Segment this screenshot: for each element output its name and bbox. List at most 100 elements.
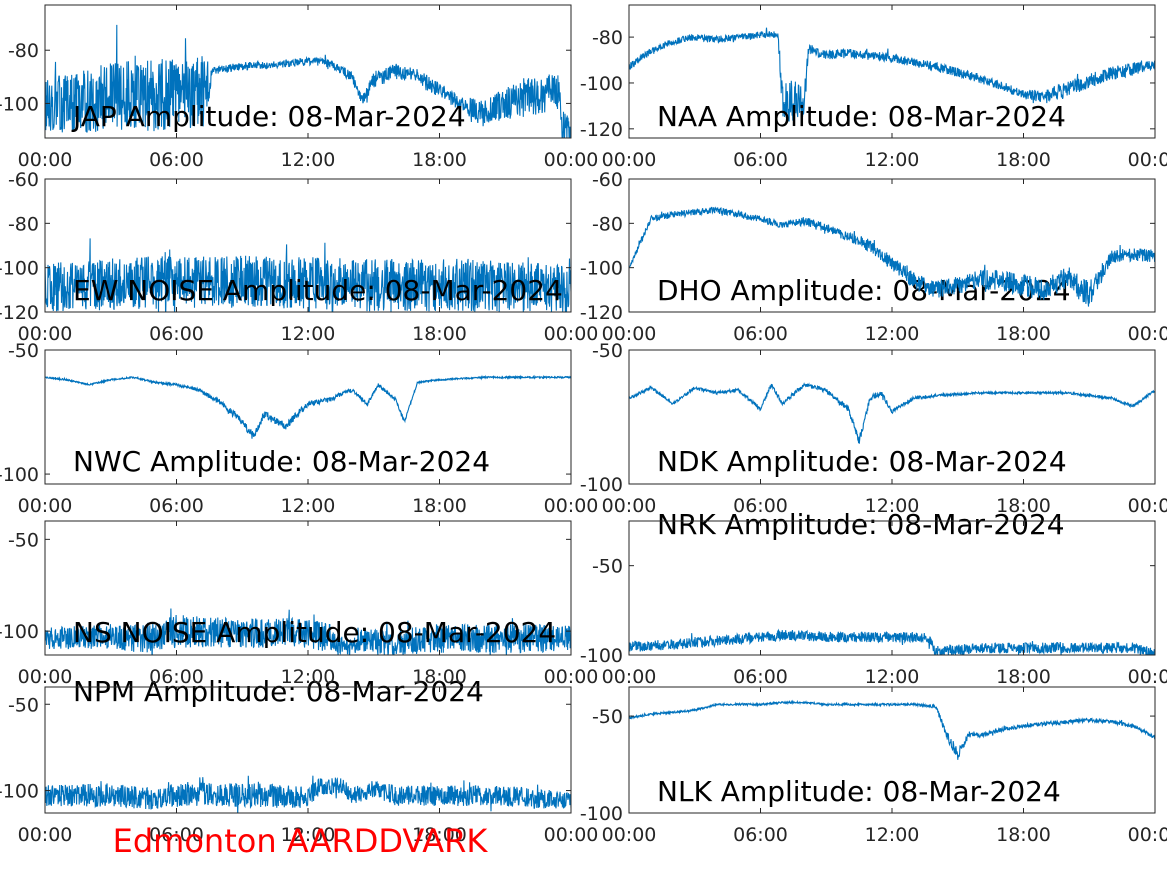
x-tick-label: 12:00: [865, 149, 920, 171]
x-tick-label: 12:00: [281, 495, 336, 517]
x-tick-label: 18:00: [996, 323, 1051, 345]
y-tick-label: -50: [8, 694, 39, 716]
y-tick-label: -120: [0, 302, 39, 324]
x-tick-label: 00:00: [602, 666, 657, 688]
x-tick-label: 00:00: [602, 495, 657, 517]
x-tick-label: 18:00: [412, 666, 467, 688]
series-line-nrk: [629, 206, 1155, 307]
y-tick-label: -100: [0, 93, 39, 115]
panel-nrk: -60-80-100-12000:0006:0012:0018:0000:00N…: [580, 169, 1167, 541]
y-tick-label: -100: [0, 621, 39, 643]
x-tick-label: 00:00: [544, 495, 599, 517]
x-tick-label: 00:00: [18, 666, 73, 688]
x-tick-label: 06:00: [733, 495, 788, 517]
y-tick-label: -80: [8, 213, 39, 235]
y-tick-label: -80: [592, 27, 623, 49]
x-tick-label: 12:00: [865, 666, 920, 688]
y-tick-label: -120: [580, 302, 623, 324]
panel-jap: -80 -100 00:00 06:00 12:00 18:00 00:00 JAP Ampl…: [0, 4, 599, 171]
x-tick-label: 18:00: [996, 666, 1051, 688]
x-tick-label: 00:00: [602, 824, 657, 846]
x-tick-label: 00:00: [18, 495, 73, 517]
series-line-nwc: [45, 238, 571, 312]
panel-title-npm: NPM Amplitude: 08-Mar-2024: [73, 675, 484, 708]
y-tick-label: -80: [592, 213, 623, 235]
x-tick-label: 06:00: [149, 149, 204, 171]
x-tick-label: 00:00: [544, 666, 599, 688]
y-tick-label: -60: [592, 169, 623, 191]
panel-dho: -80-100-12000:0006:0012:0018:0000:00DHO …: [580, 4, 1167, 307]
x-tick-label: 00:00: [602, 149, 657, 171]
panel-title-nwc: NWC Amplitude: 08-Mar-2024: [73, 445, 490, 478]
x-tick-label: 06:00: [733, 824, 788, 846]
x-tick-label: 12:00: [281, 824, 336, 846]
x-tick-label: 00:00: [18, 149, 73, 171]
y-tick-label: -120: [580, 119, 623, 141]
x-tick-label: 00:00: [1128, 149, 1167, 171]
y-tick-label: -60: [8, 169, 39, 191]
y-tick-label: -50: [592, 706, 623, 728]
series-line-jap: [45, 24, 571, 138]
x-tick-label: 00:00: [544, 149, 599, 171]
panel-title-naa: NAA Amplitude: 08-Mar-2024: [657, 100, 1066, 133]
x-tick-label: 18:00: [412, 824, 467, 846]
panel-title-jap: JAP Amplitude: 08-Mar-2024: [71, 100, 466, 133]
series-line-ew_noise: [45, 608, 571, 655]
y-tick-label: -50: [8, 529, 39, 551]
y-tick-label: -100: [580, 645, 623, 667]
x-tick-label: 18:00: [412, 149, 467, 171]
station-footer-label: Edmonton AARDDVARK: [113, 822, 489, 860]
x-tick-label: 06:00: [149, 824, 204, 846]
x-tick-label: 00:00: [18, 824, 73, 846]
x-tick-label: 12:00: [865, 323, 920, 345]
series-line-ns_noise: [45, 775, 571, 813]
x-tick-label: 18:00: [996, 149, 1051, 171]
panel-title-nrk: NRK Amplitude: 08-Mar-2024: [657, 508, 1065, 541]
y-tick-label: -50: [592, 340, 623, 362]
x-tick-label: 18:00: [412, 323, 467, 345]
panel-title-ns_noise: NS NOISE Amplitude: 08-Mar-2024: [73, 616, 556, 649]
x-tick-label: 12:00: [865, 495, 920, 517]
x-tick-label: 00:00: [544, 323, 599, 345]
y-tick-label: -50: [8, 340, 39, 362]
x-tick-label: 12:00: [281, 323, 336, 345]
y-tick-label: -80: [8, 40, 39, 62]
panel-title-ndk: NDK Amplitude: 08-Mar-2024: [657, 445, 1067, 478]
y-tick-label: -100: [580, 73, 623, 95]
y-tick-label: -100: [580, 258, 623, 280]
x-tick-label: 06:00: [733, 149, 788, 171]
y-tick-label: -100: [580, 803, 623, 825]
x-tick-label: 18:00: [996, 824, 1051, 846]
x-tick-label: 00:00: [18, 323, 73, 345]
y-tick-label: -100: [0, 781, 39, 803]
x-tick-label: 06:00: [733, 323, 788, 345]
y-tick-label: -100: [0, 258, 39, 280]
x-tick-label: 18:00: [412, 495, 467, 517]
y-tick-label: -100: [580, 474, 623, 496]
x-tick-label: 12:00: [281, 149, 336, 171]
x-tick-label: 00:00: [1128, 824, 1167, 846]
x-tick-label: 00:00: [1128, 495, 1167, 517]
x-tick-label: 18:00: [996, 495, 1051, 517]
x-tick-label: 12:00: [865, 824, 920, 846]
series-line-dho: [629, 27, 1155, 122]
x-tick-label: 00:00: [602, 323, 657, 345]
panel-title-ew_noise: EW NOISE Amplitude: 08-Mar-2024: [73, 274, 563, 307]
series-line-ndk: [629, 628, 1155, 655]
x-tick-label: 00:00: [1128, 666, 1167, 688]
series-line-nlk: [629, 699, 1155, 760]
series-line-npm: [45, 374, 571, 439]
x-tick-label: 06:00: [149, 323, 204, 345]
panel-title-nlk: NLK Amplitude: 08-Mar-2024: [657, 775, 1061, 808]
x-tick-label: 12:00: [281, 666, 336, 688]
y-tick-label: -50: [592, 556, 623, 578]
